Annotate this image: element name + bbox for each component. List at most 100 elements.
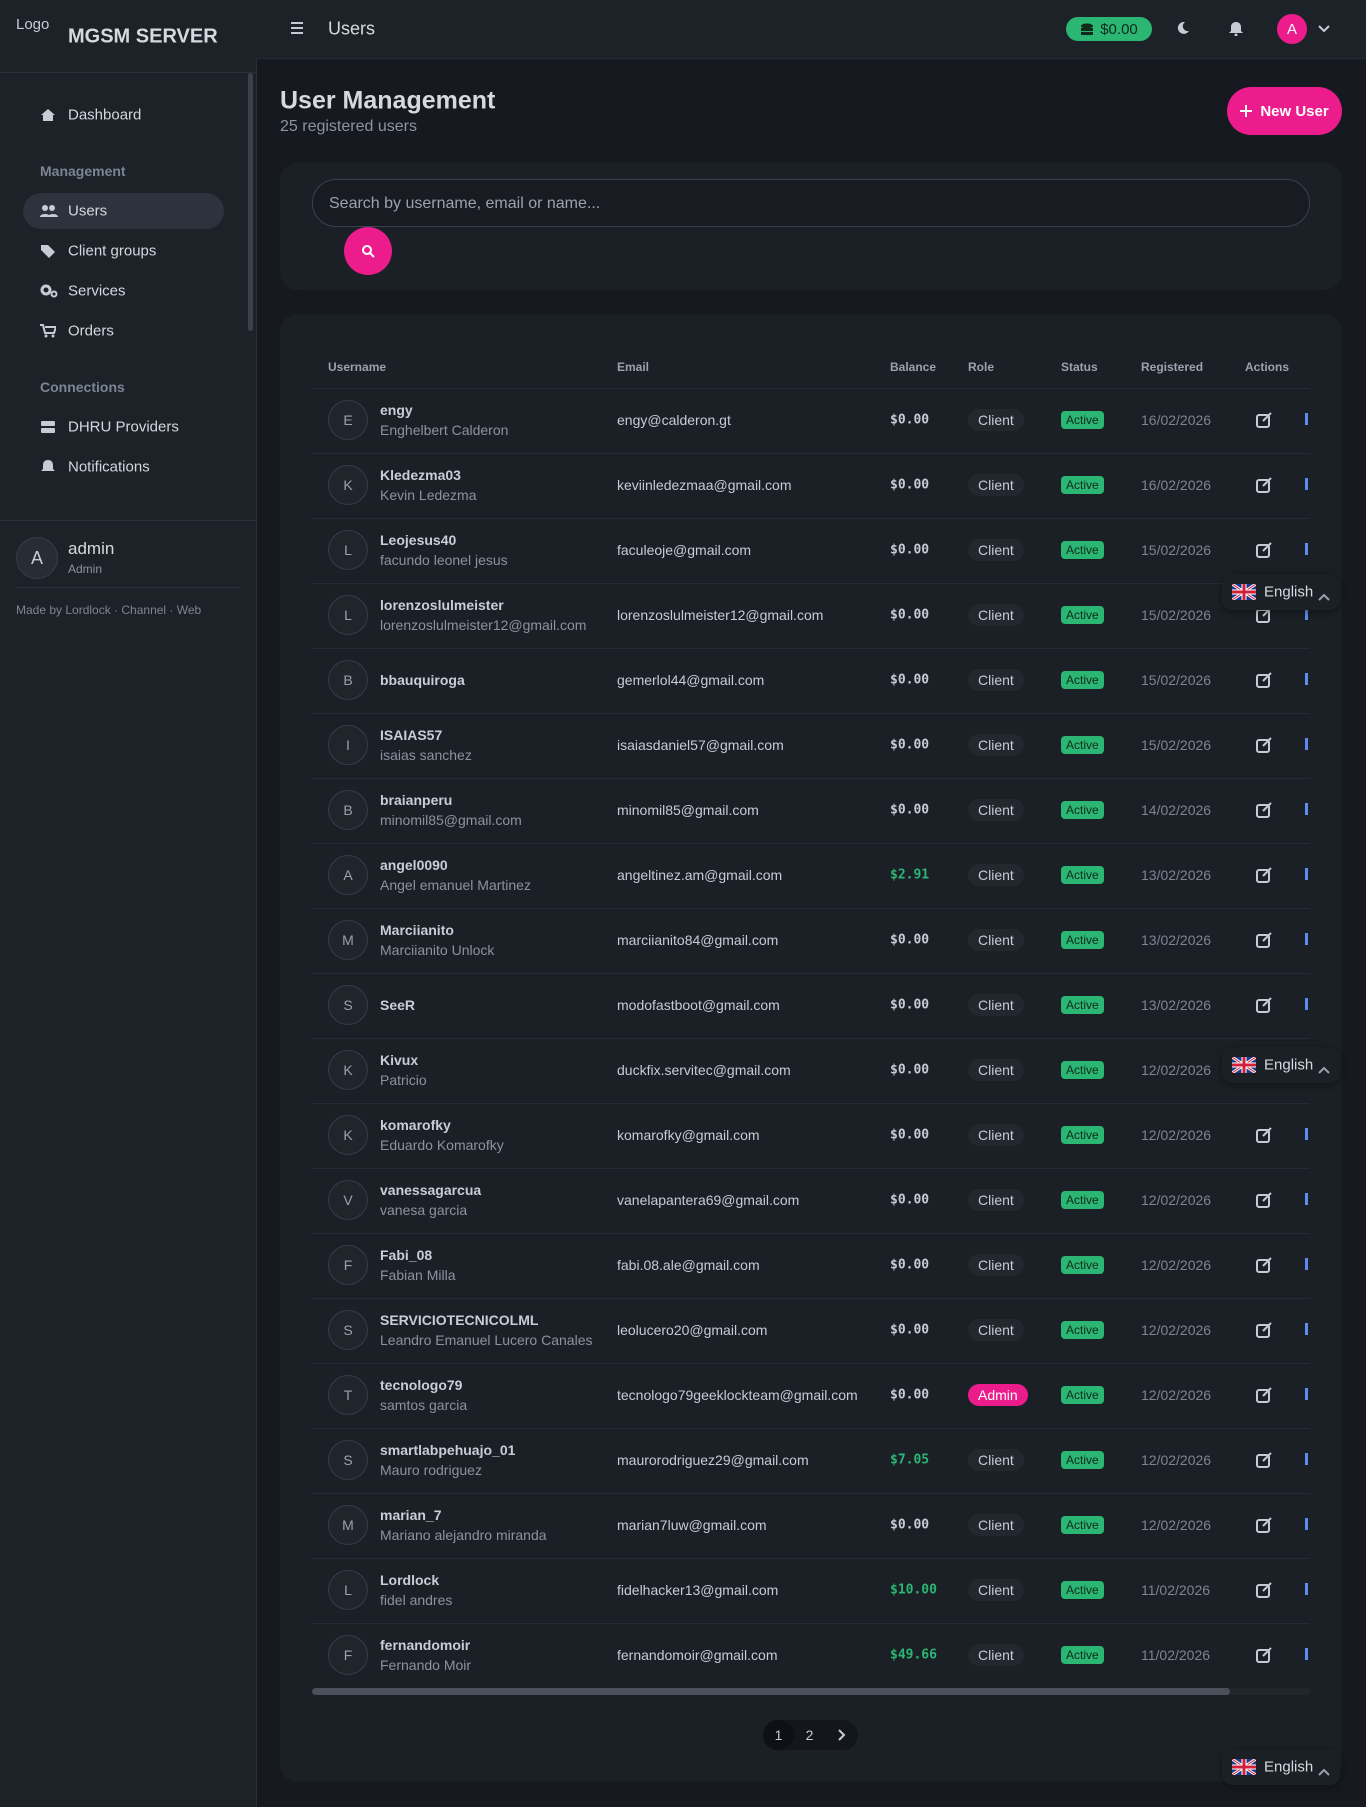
- edit-icon[interactable]: [1256, 1322, 1272, 1338]
- edit-icon[interactable]: [1256, 1517, 1272, 1533]
- edit-icon[interactable]: [1256, 542, 1272, 558]
- theme-toggle[interactable]: [1176, 21, 1190, 35]
- full-name: Patricio: [380, 1072, 427, 1088]
- delete-button[interactable]: [1305, 1258, 1308, 1270]
- next-page[interactable]: [825, 1720, 858, 1750]
- row-divider: [312, 1102, 1310, 1104]
- new-user-button[interactable]: New User: [1227, 87, 1342, 135]
- search-input[interactable]: Search by username, email or name...: [312, 179, 1310, 227]
- language-switcher[interactable]: English: [1222, 1749, 1340, 1785]
- delete-button[interactable]: [1305, 933, 1308, 945]
- email: komarofky@gmail.com: [617, 1127, 760, 1143]
- nav-item[interactable]: Notifications: [68, 458, 150, 476]
- notifications-bell[interactable]: [1229, 21, 1243, 36]
- edit-icon[interactable]: [1256, 802, 1272, 818]
- edit-icon[interactable]: [1256, 997, 1272, 1013]
- language-switcher[interactable]: English: [1222, 1047, 1340, 1083]
- edit-button[interactable]: [1256, 1127, 1272, 1148]
- delete-button[interactable]: [1305, 413, 1308, 425]
- language-switcher[interactable]: English: [1222, 574, 1340, 610]
- delete-button[interactable]: [1305, 478, 1308, 490]
- balance: $0.00: [890, 737, 930, 753]
- edit-button[interactable]: [1256, 1452, 1272, 1473]
- delete-button[interactable]: [1305, 998, 1308, 1010]
- edit-button[interactable]: [1256, 1517, 1272, 1538]
- delete-button[interactable]: [1305, 868, 1308, 880]
- edit-button[interactable]: [1256, 542, 1272, 563]
- nav-item[interactable]: DHRU Providers: [68, 418, 179, 436]
- delete-button[interactable]: [1305, 1518, 1308, 1530]
- nav-item[interactable]: Client groups: [68, 242, 157, 260]
- flag-icon: [1231, 1757, 1257, 1780]
- user-avatar: F: [328, 1635, 368, 1675]
- edit-icon[interactable]: [1256, 1127, 1272, 1143]
- edit-icon[interactable]: [1256, 737, 1272, 753]
- page-button[interactable]: 2: [805, 1727, 814, 1743]
- role-badge: Client: [968, 994, 1024, 1016]
- edit-icon[interactable]: [1256, 1387, 1272, 1403]
- edit-icon[interactable]: [1256, 672, 1272, 688]
- edit-icon[interactable]: [1256, 477, 1272, 493]
- status-badge: Active: [1061, 1581, 1104, 1599]
- language-label: English: [1264, 583, 1314, 601]
- nav-item[interactable]: Services: [68, 282, 126, 300]
- delete-button[interactable]: [1305, 1648, 1308, 1660]
- edit-button[interactable]: [1256, 1647, 1272, 1668]
- column-header: Balance: [890, 360, 937, 374]
- full-name: Marciianito Unlock: [380, 942, 495, 958]
- account-chevron[interactable]: [1318, 25, 1330, 33]
- h-scroll-thumb[interactable]: [312, 1688, 1230, 1695]
- delete-button[interactable]: [1305, 608, 1308, 620]
- email: leolucero20@gmail.com: [617, 1322, 768, 1338]
- nav-item[interactable]: Orders: [68, 322, 114, 340]
- delete-button[interactable]: [1305, 1453, 1308, 1465]
- menu-toggle[interactable]: [290, 21, 304, 35]
- delete-button[interactable]: [1305, 803, 1308, 815]
- delete-button[interactable]: [1305, 543, 1308, 555]
- edit-button[interactable]: [1256, 412, 1272, 433]
- edit-button[interactable]: [1256, 867, 1272, 888]
- edit-icon[interactable]: [1256, 1582, 1272, 1598]
- balance-pill[interactable]: $0.00: [1066, 17, 1152, 41]
- delete-button[interactable]: [1305, 1193, 1308, 1205]
- nav-item[interactable]: Users: [68, 202, 108, 220]
- delete-button[interactable]: [1305, 1128, 1308, 1140]
- edit-button[interactable]: [1256, 1257, 1272, 1278]
- edit-button[interactable]: [1256, 932, 1272, 953]
- role-badge: Client: [968, 1449, 1024, 1471]
- user-name: admin: [68, 539, 115, 558]
- edit-icon[interactable]: [1256, 1192, 1272, 1208]
- page-title: User Management: [280, 86, 496, 115]
- edit-button[interactable]: [1256, 737, 1272, 758]
- account-avatar[interactable]: A: [1277, 14, 1307, 44]
- edit-button[interactable]: [1256, 997, 1272, 1018]
- delete-button[interactable]: [1305, 673, 1308, 685]
- delete-button[interactable]: [1305, 738, 1308, 750]
- edit-icon[interactable]: [1256, 1647, 1272, 1663]
- status-badge: Active: [1061, 801, 1104, 819]
- edit-button[interactable]: [1256, 477, 1272, 498]
- edit-button[interactable]: [1256, 672, 1272, 693]
- flag-icon: [1231, 1055, 1257, 1078]
- delete-button[interactable]: [1305, 1323, 1308, 1335]
- edit-icon[interactable]: [1256, 867, 1272, 883]
- edit-button[interactable]: [1256, 1322, 1272, 1343]
- edit-icon[interactable]: [1256, 412, 1272, 428]
- delete-button[interactable]: [1305, 1583, 1308, 1595]
- delete-button[interactable]: [1305, 1388, 1308, 1400]
- edit-button[interactable]: [1256, 1582, 1272, 1603]
- nav-item[interactable]: Dashboard: [68, 106, 142, 124]
- edit-icon[interactable]: [1256, 932, 1272, 948]
- edit-button[interactable]: [1256, 802, 1272, 823]
- edit-button[interactable]: [1256, 1192, 1272, 1213]
- edit-button[interactable]: [1256, 607, 1272, 628]
- page-button[interactable]: 1: [763, 1720, 794, 1750]
- edit-icon[interactable]: [1256, 1452, 1272, 1468]
- credit[interactable]: Made by Lordlock · Channel · Web: [16, 603, 202, 617]
- registered: 15/02/2026: [1141, 607, 1212, 623]
- search-button[interactable]: [344, 227, 392, 275]
- edit-button[interactable]: [1256, 1387, 1272, 1408]
- status-badge: Active: [1061, 1191, 1104, 1209]
- email: marciianito84@gmail.com: [617, 932, 779, 948]
- edit-icon[interactable]: [1256, 1257, 1272, 1273]
